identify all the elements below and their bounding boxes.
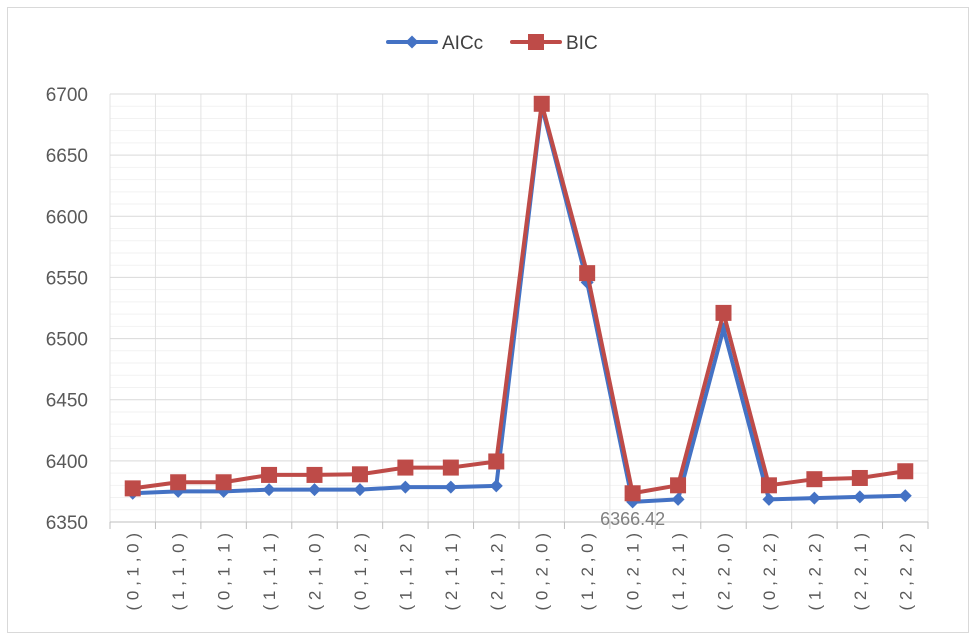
- series-layer: [124, 95, 914, 509]
- bic-point: [124, 480, 141, 497]
- bic-point: [624, 485, 641, 502]
- aicc-point: [807, 491, 821, 505]
- y-tick-label: 6500: [46, 330, 88, 351]
- y-axis-ticks: 6350 6400 6450 6500 6550 6600 6650 6700: [46, 85, 88, 534]
- x-tick-label: ( 1 , 2 , 2 ): [805, 533, 824, 610]
- y-tick-label: 6600: [46, 207, 88, 228]
- annotations-layer: 6366.42: [600, 509, 665, 529]
- x-tick-label: ( 2 , 1 , 1 ): [442, 533, 461, 610]
- aicc-point: [308, 483, 321, 497]
- x-tick-label: ( 1 , 1 , 0 ): [169, 533, 188, 610]
- aicc-point: [671, 492, 685, 506]
- x-tick-label: ( 1 , 1 , 2 ): [396, 533, 415, 610]
- y-tick-label: 6700: [46, 85, 88, 106]
- aicc-legend-marker: [405, 35, 419, 49]
- x-tick-label: ( 2 , 1 , 2 ): [487, 533, 506, 610]
- x-tick-label: ( 2 , 2 , 0 ): [715, 533, 734, 610]
- bic-point: [261, 466, 278, 483]
- bic-point: [715, 304, 732, 321]
- bic-legend-marker: [528, 34, 544, 50]
- y-tick-label: 6450: [46, 391, 88, 412]
- chart-area: [7, 7, 969, 633]
- bic-point: [806, 471, 823, 488]
- data-label: 6366.42: [600, 509, 665, 529]
- x-tick-label: ( 2 , 2 , 1 ): [851, 533, 870, 610]
- bic-point: [488, 453, 505, 470]
- bic-point: [170, 474, 187, 491]
- x-tick-label: ( 2 , 2 , 2 ): [896, 533, 915, 610]
- aicc-point: [853, 490, 867, 504]
- x-tick-label: ( 0 , 2 , 1 ): [624, 533, 643, 610]
- x-tick-label: ( 0 , 2 , 2 ): [760, 533, 779, 610]
- bic-point: [306, 466, 323, 483]
- aicc-point: [489, 479, 503, 493]
- bic-point: [897, 463, 914, 480]
- x-tick-label: ( 0 , 2 , 0 ): [533, 533, 552, 610]
- x-axis: ( 0 , 1 , 0 ) ( 1 , 1 , 0 ) ( 0 , 1 , 1 ) (…: [109, 521, 929, 610]
- y-tick-label: 6650: [46, 146, 88, 167]
- x-tick-label: ( 0 , 1 , 2 ): [351, 533, 370, 610]
- aicc-point: [898, 489, 912, 503]
- y-tick-label: 6400: [46, 452, 88, 473]
- legend: AICc BIC: [386, 33, 598, 54]
- x-tick-label: ( 0 , 1 , 1 ): [215, 533, 234, 610]
- bic-point: [215, 474, 232, 491]
- x-tick-label: ( 1 , 2 , 1 ): [669, 533, 688, 610]
- x-tick-label: ( 1 , 1 , 1 ): [260, 533, 279, 610]
- bic-point: [351, 466, 368, 483]
- aicc-point: [398, 480, 412, 494]
- gridlines: [109, 93, 929, 522]
- aicc-legend-label: AICc: [442, 33, 483, 54]
- aicc-point: [762, 492, 776, 506]
- bic-legend-label: BIC: [566, 33, 598, 54]
- bic-point: [397, 459, 414, 476]
- x-tick-label: ( 2 , 1 , 0 ): [306, 533, 325, 610]
- bic-point: [760, 477, 777, 494]
- y-tick-label: 6550: [46, 268, 88, 289]
- bic-point: [579, 265, 596, 282]
- aicc-point: [353, 483, 367, 497]
- bic-point: [533, 95, 550, 112]
- x-tick-label: ( 0 , 1 , 0 ): [124, 533, 143, 610]
- bic-point: [442, 459, 459, 476]
- bic-point: [670, 477, 687, 494]
- x-tick-label: ( 1 , 2 , 0 ): [578, 533, 597, 610]
- aicc-point: [444, 480, 458, 494]
- bic-point: [851, 469, 868, 486]
- aicc-point: [262, 483, 276, 497]
- y-tick-label: 6350: [46, 513, 88, 534]
